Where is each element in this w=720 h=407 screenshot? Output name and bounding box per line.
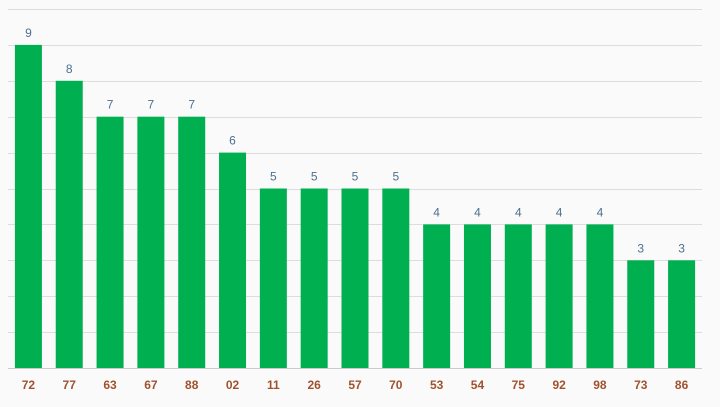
x-axis-tick-labels: 72 77 63 67 88 02 11 26 57 70 53 54 75 92 98 73 86 — [22, 378, 689, 392]
value-label-72: 9 — [25, 26, 32, 40]
x-tick-label-11: 11 — [267, 378, 280, 392]
x-tick-label-70: 70 — [389, 378, 403, 392]
value-label-54: 4 — [474, 205, 481, 219]
value-label-75: 4 — [515, 205, 522, 219]
value-label-86: 3 — [678, 241, 685, 255]
x-tick-label-54: 54 — [471, 378, 485, 392]
value-label-70: 5 — [392, 170, 399, 184]
bar-70 — [382, 188, 410, 368]
x-tick-label-75: 75 — [512, 378, 526, 392]
bar-67 — [137, 116, 165, 368]
x-tick-label-63: 63 — [103, 378, 117, 392]
x-tick-label-67: 67 — [144, 378, 158, 392]
x-tick-label-53: 53 — [430, 378, 444, 392]
value-label-26: 5 — [311, 170, 318, 184]
value-labels: 9 8 7 7 7 6 5 5 5 5 4 4 4 4 4 3 3 — [25, 26, 685, 255]
bar-72 — [14, 44, 42, 369]
bar-75 — [504, 224, 532, 368]
x-tick-label-92: 92 — [552, 378, 566, 392]
bars — [14, 44, 696, 369]
value-label-88: 7 — [188, 98, 195, 112]
value-label-02: 6 — [229, 134, 236, 148]
bar-57 — [341, 188, 369, 368]
value-label-57: 5 — [352, 170, 359, 184]
x-tick-label-88: 88 — [185, 378, 199, 392]
x-tick-label-72: 72 — [22, 378, 36, 392]
value-label-63: 7 — [107, 98, 114, 112]
bar-26 — [300, 188, 328, 368]
value-label-73: 3 — [637, 241, 644, 255]
x-tick-label-26: 26 — [308, 378, 322, 392]
bar-86 — [668, 260, 696, 368]
x-tick-label-98: 98 — [593, 378, 607, 392]
value-label-98: 4 — [597, 205, 604, 219]
x-tick-label-77: 77 — [63, 378, 77, 392]
bar-53 — [423, 224, 451, 368]
bar-98 — [586, 224, 614, 368]
value-label-67: 7 — [148, 98, 155, 112]
bar-88 — [178, 116, 206, 368]
x-tick-label-02: 02 — [226, 378, 240, 392]
x-tick-label-86: 86 — [675, 378, 689, 392]
bar-54 — [463, 224, 491, 368]
bar-77 — [55, 80, 83, 369]
value-label-92: 4 — [556, 205, 563, 219]
x-tick-label-73: 73 — [634, 378, 648, 392]
value-label-77: 8 — [66, 62, 73, 76]
bar-92 — [545, 224, 573, 368]
x-tick-label-57: 57 — [348, 378, 362, 392]
bar-73 — [627, 260, 655, 368]
bar-11 — [259, 188, 287, 368]
value-label-53: 4 — [433, 205, 440, 219]
value-label-11: 5 — [270, 170, 277, 184]
bar-02 — [219, 152, 247, 368]
bar-63 — [96, 116, 124, 368]
